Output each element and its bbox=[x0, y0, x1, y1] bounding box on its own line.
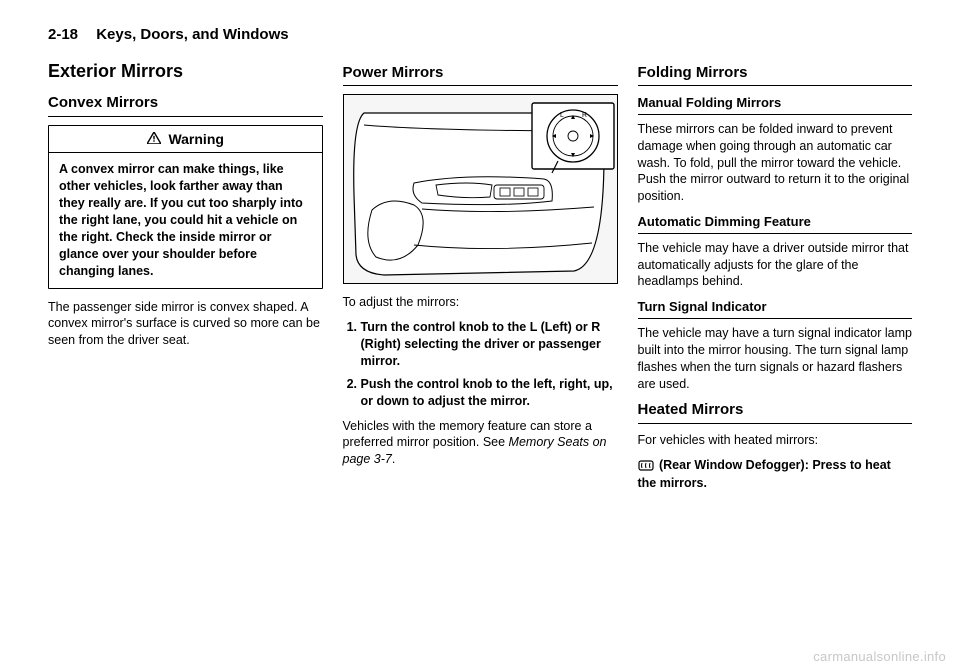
page-header: 2-18 Keys, Doors, and Windows bbox=[48, 26, 912, 43]
heading-heated-mirrors: Heated Mirrors bbox=[638, 400, 913, 423]
adjust-steps: Turn the control knob to the L (Left) or… bbox=[343, 319, 618, 409]
heading-auto-dimming: Automatic Dimming Feature bbox=[638, 213, 913, 234]
step-1: Turn the control knob to the L (Left) or… bbox=[361, 319, 618, 370]
heated-paragraph: For vehicles with heated mirrors: bbox=[638, 432, 913, 449]
warning-triangle-icon bbox=[147, 131, 161, 149]
memory-paragraph: Vehicles with the memory feature can sto… bbox=[343, 418, 618, 469]
svg-text:R: R bbox=[582, 112, 587, 119]
defogger-line: (Rear Window Defogger): Press to heat th… bbox=[638, 457, 913, 493]
section-title: Keys, Doors, and Windows bbox=[96, 26, 288, 43]
adjust-instruction: To adjust the mirrors: bbox=[343, 294, 618, 311]
column-3: Folding Mirrors Manual Folding Mirrors T… bbox=[638, 59, 913, 500]
columns: Exterior Mirrors Convex Mirrors Warning … bbox=[48, 59, 912, 500]
heading-power-mirrors: Power Mirrors bbox=[343, 63, 618, 86]
power-mirror-illustration: L R bbox=[343, 94, 618, 284]
heading-turn-signal: Turn Signal Indicator bbox=[638, 298, 913, 319]
heading-exterior-mirrors: Exterior Mirrors bbox=[48, 59, 323, 83]
warning-box: Warning A convex mirror can make things,… bbox=[48, 125, 323, 289]
defogger-text: (Rear Window Defogger): Press to heat th… bbox=[638, 458, 891, 491]
door-panel-svg: L R bbox=[344, 95, 618, 284]
folding-paragraph: These mirrors can be folded inward to pr… bbox=[638, 121, 913, 205]
step-2: Push the control knob to the left, right… bbox=[361, 376, 618, 410]
page-number: 2-18 bbox=[48, 26, 78, 43]
watermark: carmanualsonline.info bbox=[813, 649, 946, 664]
warning-body: A convex mirror can make things, like ot… bbox=[49, 153, 322, 287]
column-1: Exterior Mirrors Convex Mirrors Warning … bbox=[48, 59, 323, 500]
column-2: Power Mirrors bbox=[343, 59, 618, 500]
heading-convex-mirrors: Convex Mirrors bbox=[48, 93, 323, 116]
turn-signal-paragraph: The vehicle may have a turn signal indic… bbox=[638, 325, 913, 393]
warning-title: Warning bbox=[49, 126, 322, 154]
convex-paragraph: The passenger side mirror is convex shap… bbox=[48, 299, 323, 350]
memory-text-2: . bbox=[392, 452, 395, 466]
defogger-icon bbox=[638, 459, 654, 476]
svg-text:L: L bbox=[560, 112, 564, 119]
dimming-paragraph: The vehicle may have a driver outside mi… bbox=[638, 240, 913, 291]
heading-manual-folding: Manual Folding Mirrors bbox=[638, 94, 913, 115]
manual-page: 2-18 Keys, Doors, and Windows Exterior M… bbox=[0, 0, 960, 672]
warning-label: Warning bbox=[168, 131, 223, 147]
heading-folding-mirrors: Folding Mirrors bbox=[638, 63, 913, 86]
